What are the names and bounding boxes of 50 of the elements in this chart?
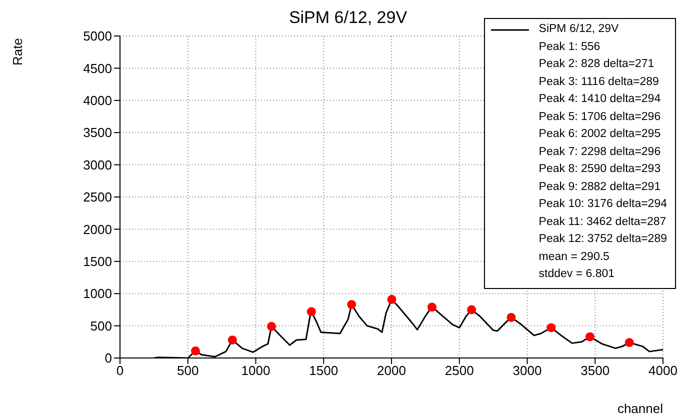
point: [546, 323, 556, 332]
annotation: Peak 6: 2002 delta=295: [538, 127, 662, 142]
point: [190, 346, 200, 356]
annotation: Peak 4: 1410 delta=294: [538, 92, 662, 107]
y-tick-label: 500: [90, 318, 112, 334]
y-tick-label: 0: [104, 350, 112, 366]
x-axis-title: channel: [617, 401, 663, 416]
y-tick-label: 3500: [83, 125, 112, 140]
y-tick-label: 3000: [83, 157, 112, 172]
point: [624, 338, 634, 348]
x-tick-label: 1000: [241, 363, 270, 378]
point: [306, 307, 316, 316]
y-tick-label: 2000: [83, 222, 112, 237]
x-tick-label: 4000: [648, 363, 678, 378]
annotation: Peak 3: 1116 delta=289: [538, 74, 660, 90]
annotation: Peak 7: 2298 delta=296: [538, 144, 662, 160]
x-tick-label: 3500: [580, 363, 610, 378]
x-tick-label: 500: [177, 363, 199, 378]
point: [228, 335, 237, 344]
y-tick-label: 1500: [83, 254, 112, 270]
point: [585, 332, 594, 342]
point: [427, 302, 436, 312]
x-tick-label: 3000: [512, 363, 542, 378]
legend-label: SiPM 6/12, 29V: [538, 22, 619, 37]
annotation: Peak 9: 2882 delta=291: [538, 180, 662, 194]
x-tick-label: 2000: [377, 363, 406, 378]
annotation: Peak 11: 3462 delta=287: [538, 214, 667, 230]
y-tick-label: 4500: [83, 60, 112, 76]
x-tick-label: 0: [116, 363, 124, 378]
y-tick-label: 1000: [83, 286, 112, 302]
point: [387, 294, 396, 304]
y-axis-title: Rate: [10, 38, 25, 66]
point: [266, 322, 276, 331]
annotation: Peak 8: 2590 delta=293: [538, 162, 662, 177]
y-tick-label: 2500: [83, 190, 112, 205]
x-tick-label: 2500: [444, 363, 474, 378]
y-tick-label: 4000: [83, 93, 112, 108]
point: [506, 312, 516, 322]
point: [467, 305, 476, 314]
annotation: Peak 1: 556: [538, 40, 602, 54]
annotation: Peak 10: 3176 delta=294: [538, 197, 667, 212]
annotation: stddev = 6.801: [538, 267, 616, 282]
annotation: mean = 290.5: [538, 250, 610, 264]
y-tick-label: 5000: [83, 28, 112, 44]
x-tick-label: 1500: [309, 363, 338, 378]
point: [347, 300, 356, 310]
annotation: Peak 5: 1706 delta=296: [538, 110, 662, 124]
annotation: Peak 12: 3752 delta=289: [538, 232, 667, 247]
annotation: Peak 2: 828 delta=271: [538, 57, 656, 72]
chart-title: SiPM 6/12, 29V: [288, 8, 408, 27]
